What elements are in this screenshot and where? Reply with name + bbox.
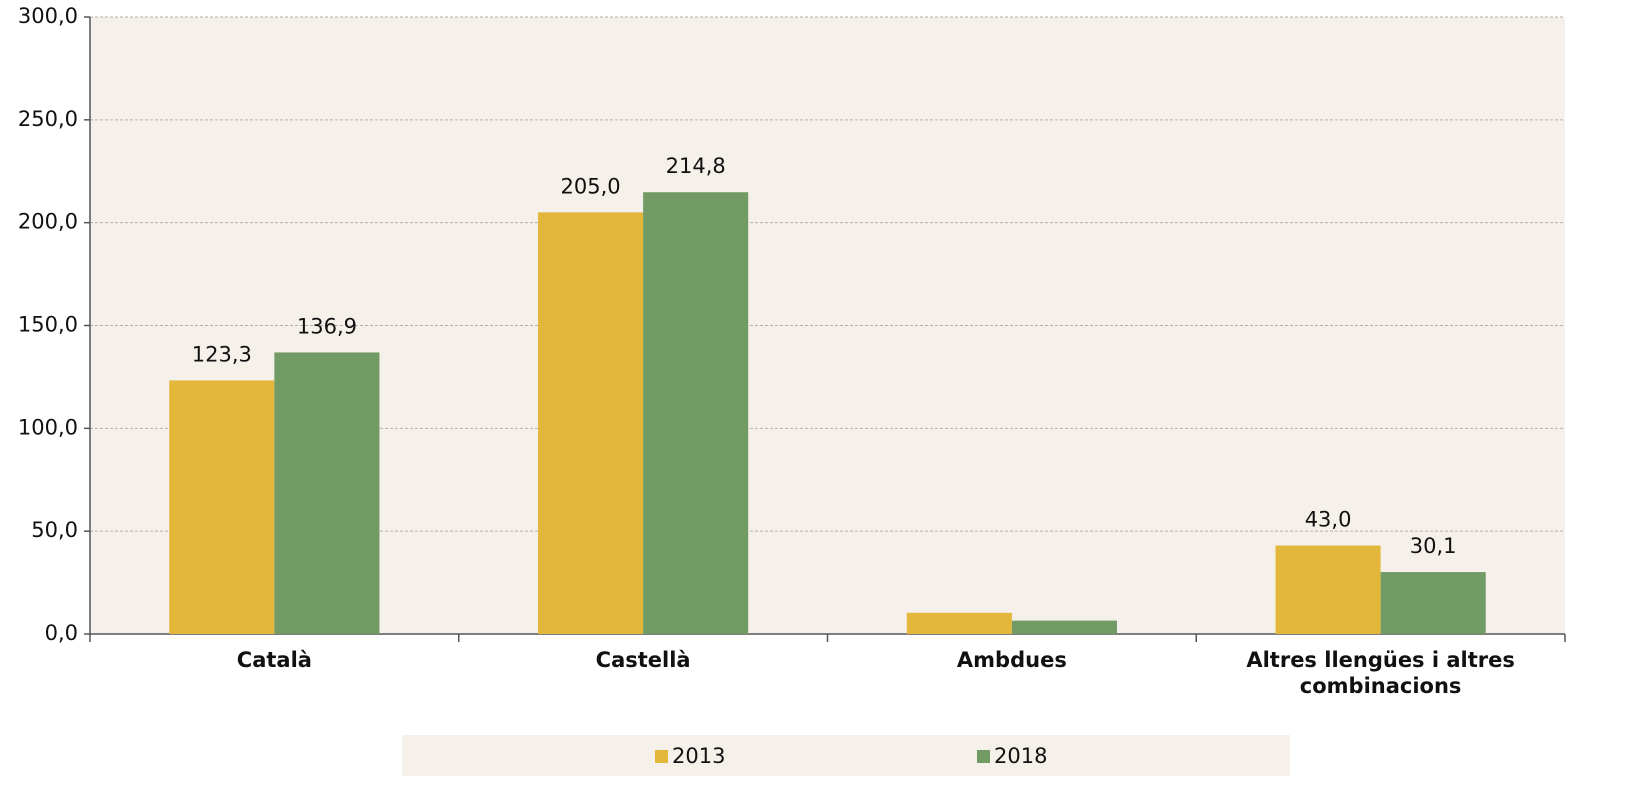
legend-label: 2013 (672, 744, 725, 768)
data-label: 136,9 (297, 314, 357, 338)
x-tick-label: Altres llengües i altres combinacions (1246, 648, 1515, 698)
y-tick-label: 0,0 (45, 621, 78, 645)
bar (1011, 620, 1117, 634)
data-label: 214,8 (666, 154, 726, 178)
x-tick-label: Català (236, 648, 312, 672)
data-label: 205,0 (561, 174, 621, 198)
x-tick-label: Ambdues (956, 648, 1067, 672)
bar (169, 380, 275, 634)
bar (1380, 572, 1486, 634)
y-tick-label: 150,0 (18, 313, 78, 337)
data-label: 43,0 (1305, 508, 1352, 532)
bar (274, 352, 380, 634)
y-tick-label: 250,0 (18, 107, 78, 131)
bar (906, 612, 1012, 634)
y-tick-label: 50,0 (31, 518, 78, 542)
data-label: 30,1 (1410, 534, 1457, 558)
bar (643, 192, 749, 634)
y-tick-label: 200,0 (18, 210, 78, 234)
bar (538, 212, 644, 634)
x-tick-label: Castellà (595, 648, 691, 672)
legend-swatch (977, 750, 990, 763)
y-tick-label: 100,0 (18, 415, 78, 439)
y-tick-label: 300,0 (18, 4, 78, 28)
data-label: 123,3 (192, 342, 252, 366)
legend-label: 2018 (994, 744, 1047, 768)
legend-box (402, 735, 1290, 776)
bar (1275, 545, 1381, 634)
legend-swatch (655, 750, 668, 763)
